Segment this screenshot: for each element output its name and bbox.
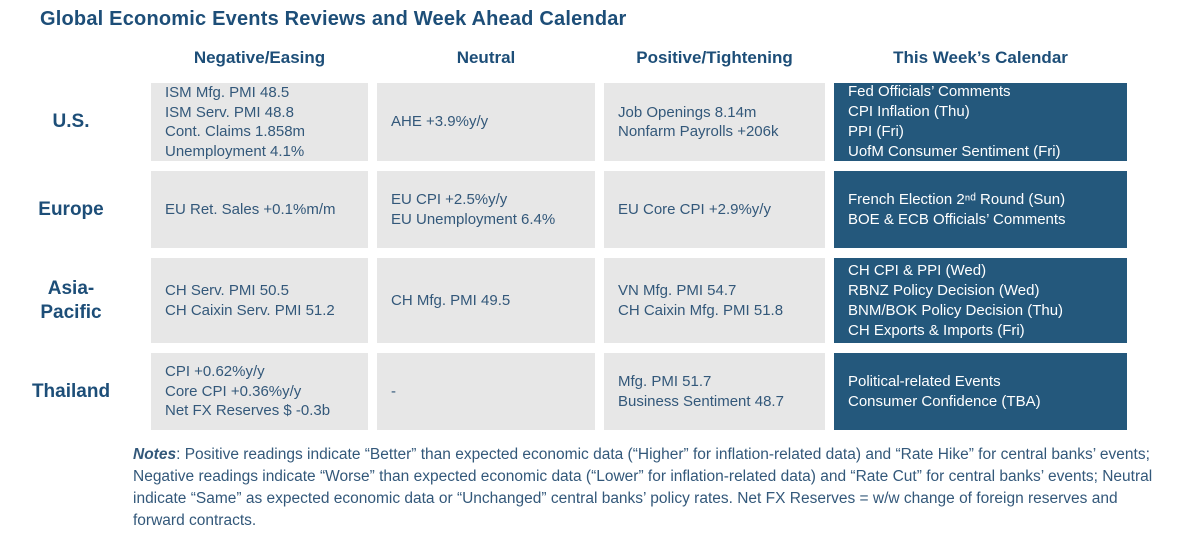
header-spacer: [0, 43, 142, 73]
cell-line: CH Exports & Imports (Fri): [848, 321, 1025, 339]
cell-line: ISM Mfg. PMI 48.5: [165, 84, 290, 101]
cell-asia-positive: VN Mfg. PMI 54.7 CH Caixin Mfg. PMI 51.8: [604, 258, 825, 343]
cell-thailand-calendar: Political-related Events Consumer Confid…: [834, 353, 1127, 430]
row-label-line: Pacific: [40, 301, 102, 323]
cell-asia-negative: CH Serv. PMI 50.5 CH Caixin Serv. PMI 51…: [151, 258, 368, 343]
row-label-line: Thailand: [31, 380, 111, 402]
cell-line: UofM Consumer Sentiment (Fri): [848, 143, 1061, 160]
cell-line: EU Unemployment 6.4%: [391, 210, 556, 228]
cell-line: French Election 2ⁿᵈ Round (Sun): [848, 190, 1066, 208]
cell-line: EU Ret. Sales +0.1%m/m: [165, 200, 336, 218]
row-label-line: U.S.: [52, 111, 90, 132]
cell-us-calendar: Fed Officials’ Comments CPI Inflation (T…: [834, 83, 1127, 161]
cell-line: CPI Inflation (Thu): [848, 103, 970, 120]
cell-line: Political-related Events: [848, 372, 1001, 390]
cell-line: CPI +0.62%y/y: [165, 363, 265, 381]
cell-line: CH CPI & PPI (Wed): [848, 261, 987, 279]
row-label-us: U.S.: [0, 83, 142, 161]
cell-line: Net FX Reserves $ -0.3b: [165, 402, 331, 420]
cell-asia-calendar: CH CPI & PPI (Wed) RBNZ Policy Decision …: [834, 258, 1127, 343]
cell-europe-positive: EU Core CPI +2.9%y/y: [604, 171, 825, 248]
cell-line: VN Mfg. PMI 54.7: [618, 282, 737, 299]
row-label-asia-pacific: Asia- Pacific: [0, 258, 142, 343]
page-title: Global Economic Events Reviews and Week …: [40, 8, 627, 30]
cell-line: Mfg. PMI 51.7: [618, 373, 712, 390]
cell-line: Core CPI +0.36%y/y: [165, 382, 302, 400]
cell-line: CH Serv. PMI 50.5: [165, 282, 289, 299]
column-header-week-calendar: This Week’s Calendar: [893, 48, 1068, 67]
notes-text: : Positive readings indicate “Better” th…: [133, 446, 1153, 529]
cell-europe-calendar: French Election 2ⁿᵈ Round (Sun) BOE & EC…: [834, 171, 1127, 248]
cell-line: EU CPI +2.5%y/y: [391, 191, 508, 208]
cell-line: Consumer Confidence (TBA): [848, 392, 1041, 410]
column-header-neutral: Neutral: [456, 48, 516, 67]
cell-line: CH Mfg. PMI 49.5: [391, 291, 511, 309]
cell-line: Nonfarm Payrolls +206k: [618, 123, 779, 140]
row-label-thailand: Thailand: [0, 353, 142, 430]
cell-line: Job Openings 8.14m: [618, 103, 757, 121]
cell-line: -: [391, 382, 396, 400]
cell-us-negative: ISM Mfg. PMI 48.5 ISM Serv. PMI 48.8 Con…: [151, 83, 368, 161]
cell-line: AHE +3.9%y/y: [391, 113, 489, 131]
cell-asia-neutral: CH Mfg. PMI 49.5: [377, 258, 595, 343]
cell-us-positive: Job Openings 8.14m Nonfarm Payrolls +206…: [604, 83, 825, 161]
cell-line: CH Caixin Serv. PMI 51.2: [165, 301, 335, 319]
column-header-negative-easing: Negative/Easing: [193, 48, 326, 67]
cell-us-neutral: AHE +3.9%y/y: [377, 83, 595, 161]
economic-events-table: Negative/Easing Neutral Positive/Tighten…: [0, 43, 1127, 430]
column-header-positive-tightening: Positive/Tightening: [636, 48, 793, 67]
cell-europe-negative: EU Ret. Sales +0.1%m/m: [151, 171, 368, 248]
cell-thailand-neutral: -: [377, 353, 595, 430]
notes-paragraph: Notes: Positive readings indicate “Bette…: [133, 444, 1169, 532]
notes-label: Notes: [133, 446, 177, 463]
cell-line: BOE & ECB Officials’ Comments: [848, 210, 1066, 228]
cell-line: Unemployment 4.1%: [165, 142, 305, 160]
cell-line: PPI (Fri): [848, 123, 904, 140]
cell-thailand-positive: Mfg. PMI 51.7 Business Sentiment 48.7: [604, 353, 825, 430]
cell-thailand-negative: CPI +0.62%y/y Core CPI +0.36%y/y Net FX …: [151, 353, 368, 430]
cell-line: ISM Serv. PMI 48.8: [165, 103, 294, 121]
cell-line: BNM/BOK Policy Decision (Thu): [848, 301, 1064, 319]
cell-line: Fed Officials’ Comments: [848, 83, 1011, 100]
row-label-line: Asia-: [47, 277, 95, 299]
row-label-europe: Europe: [0, 171, 142, 248]
cell-line: CH Caixin Mfg. PMI 51.8: [618, 301, 784, 319]
cell-line: Business Sentiment 48.7: [618, 392, 784, 410]
row-label-line: Europe: [38, 198, 104, 220]
cell-line: Cont. Claims 1.858m: [165, 123, 306, 140]
cell-line: RBNZ Policy Decision (Wed): [848, 281, 1040, 299]
cell-europe-neutral: EU CPI +2.5%y/y EU Unemployment 6.4%: [377, 171, 595, 248]
cell-line: EU Core CPI +2.9%y/y: [618, 200, 771, 218]
